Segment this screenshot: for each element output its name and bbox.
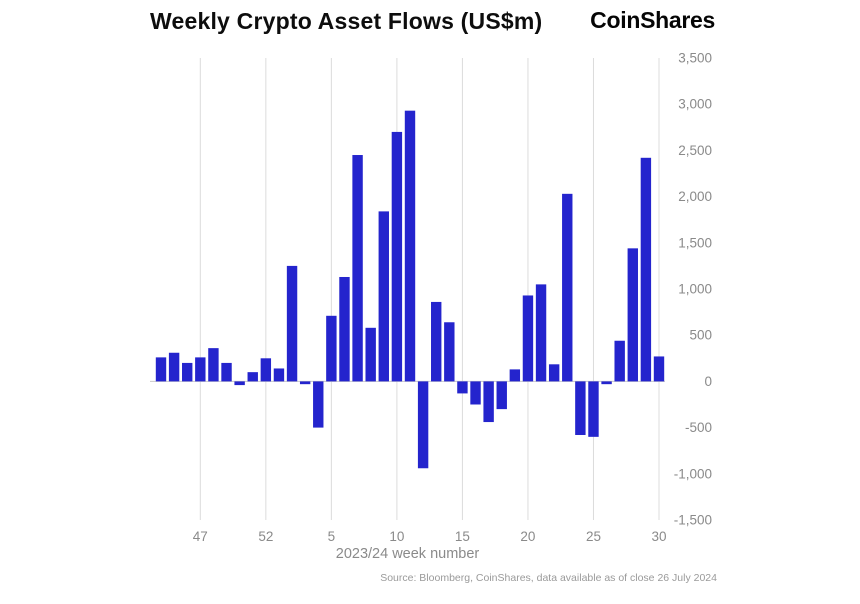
- bar: [588, 381, 599, 437]
- bar: [378, 211, 389, 382]
- coinshares-logo: CoinShares: [590, 7, 715, 33]
- bar: [404, 110, 416, 382]
- y-axis-tick-label: 3,500: [678, 51, 712, 66]
- x-axis-tick-label: 30: [651, 529, 666, 544]
- x-axis-tick-label: 10: [389, 529, 404, 544]
- x-axis-tick-label: 25: [586, 529, 601, 544]
- bar: [286, 265, 298, 382]
- bar: [299, 381, 311, 385]
- x-axis-label: 2023/24 week number: [335, 546, 480, 562]
- bar: [614, 340, 625, 382]
- bar: [562, 193, 573, 382]
- y-axis-tick-label: 1,500: [678, 235, 712, 250]
- source-note: Source: Bloomberg, CoinShares, data avai…: [380, 572, 717, 584]
- bar: [155, 357, 167, 382]
- y-axis-tick-label: 3,000: [678, 97, 712, 112]
- bar: [535, 284, 547, 382]
- x-axis-tick-label: 5: [328, 529, 336, 544]
- bar: [391, 131, 403, 382]
- x-axis-tick-label: 20: [520, 529, 535, 544]
- bar: [208, 348, 219, 382]
- bar: [195, 357, 206, 382]
- bar: [444, 322, 455, 382]
- y-axis-tick-label: -1,500: [674, 513, 712, 528]
- bar: [522, 295, 534, 382]
- bar: [326, 315, 337, 382]
- bar: [496, 381, 507, 410]
- bar: [575, 381, 586, 435]
- y-axis-tick-label: 2,500: [678, 143, 712, 158]
- bar: [352, 155, 363, 382]
- bar: [509, 369, 521, 382]
- y-axis-tick-label: -1,000: [674, 466, 712, 481]
- bar: [417, 381, 429, 469]
- bar: [470, 381, 481, 405]
- bar: [313, 381, 324, 428]
- y-axis-tick-label: 500: [689, 328, 712, 343]
- bar: [260, 358, 272, 382]
- bar: [221, 362, 232, 382]
- y-axis-tick-label: 1,000: [678, 282, 712, 297]
- x-axis-tick-label: 47: [193, 529, 208, 544]
- bar: [640, 157, 652, 382]
- bar: [182, 362, 193, 382]
- y-axis-tick-label: 2,000: [678, 189, 712, 204]
- y-axis-tick-label: 0: [704, 374, 712, 389]
- x-axis-tick-label: 15: [455, 529, 470, 544]
- bar: [273, 368, 285, 382]
- bar: [339, 276, 350, 382]
- y-axis-tick-label: -500: [685, 420, 712, 435]
- bar: [247, 372, 258, 382]
- x-axis-tick-label: 52: [258, 529, 273, 544]
- bar: [548, 364, 560, 382]
- bar: [168, 352, 180, 382]
- bar: [653, 356, 665, 382]
- bar: [627, 248, 638, 382]
- bar: [431, 301, 442, 382]
- bar: [234, 381, 245, 386]
- bar: [365, 327, 376, 382]
- bar: [483, 381, 494, 423]
- chart-title: Weekly Crypto Asset Flows (US$m): [150, 8, 543, 34]
- bar: [457, 381, 468, 394]
- bar: [601, 381, 612, 385]
